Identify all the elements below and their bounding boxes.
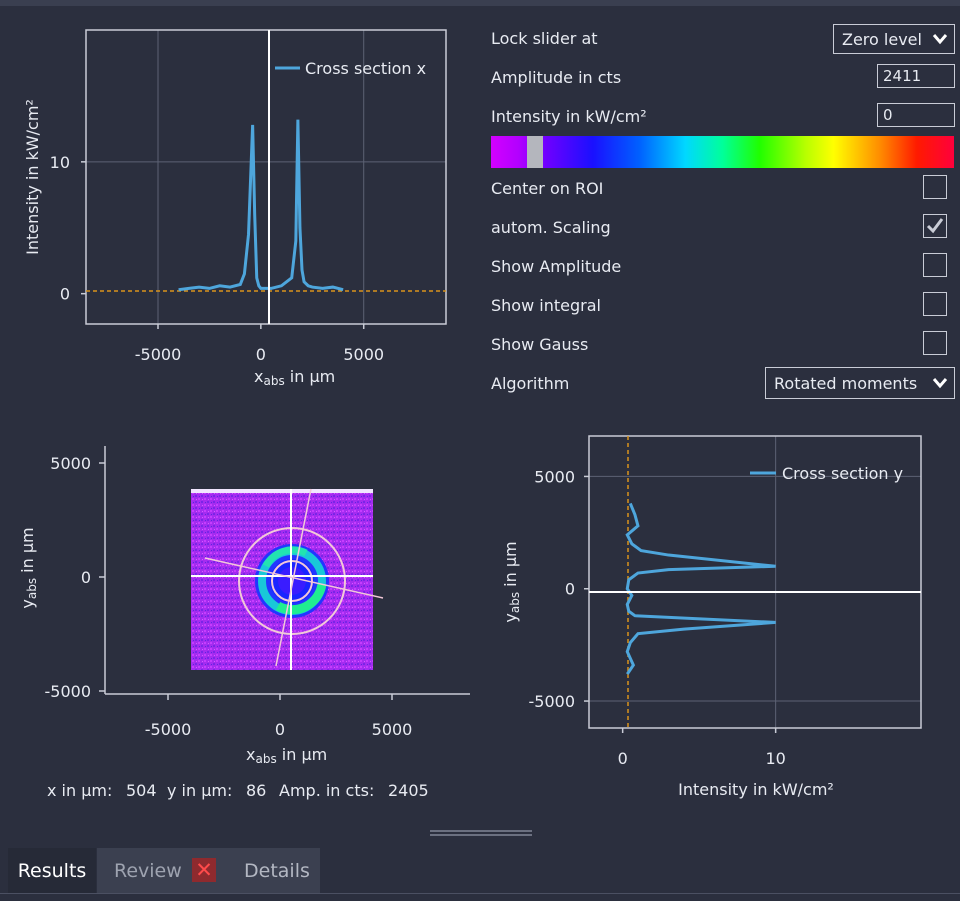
beam-ellipse-marker xyxy=(271,560,313,602)
amp-readout-value: 2405 xyxy=(388,781,429,800)
checkmark-icon xyxy=(926,218,944,234)
cross-section-y-frame xyxy=(588,435,922,729)
y-tick-label: 0 xyxy=(60,285,70,304)
show-gauss-label: Show Gauss xyxy=(491,335,589,354)
tab-review[interactable]: Review xyxy=(114,860,182,882)
autom-scaling-label: autom. Scaling xyxy=(491,218,611,237)
beam-image-axes xyxy=(104,446,470,695)
cross-section-y-ticks: 0 10 5000 0 -5000 xyxy=(529,467,786,768)
amplitude-input[interactable] xyxy=(877,64,955,88)
center-on-roi-checkbox[interactable] xyxy=(923,175,947,199)
beam-image-ticks: -5000 0 5000 5000 0 -5000 xyxy=(45,454,413,739)
cross-section-x-frame xyxy=(85,29,447,325)
x-readout-value: 504 xyxy=(126,781,157,800)
x-tick-label: 10 xyxy=(765,749,785,768)
x-tick-label: 5000 xyxy=(343,345,384,364)
beam-image-xlabel: xabs in µm xyxy=(246,745,327,766)
autom-scaling-checkbox[interactable] xyxy=(923,214,947,238)
x-tick-label: 0 xyxy=(618,749,628,768)
cross-section-x-series-line xyxy=(178,119,344,292)
colorbar-slider-handle[interactable] xyxy=(527,136,543,168)
cross-section-y-series-line xyxy=(625,502,776,675)
show-amplitude-checkbox[interactable] xyxy=(923,253,947,277)
cross-section-x-ticks: -5000 0 5000 10 0 xyxy=(50,153,384,364)
legend-label-cross-section-x: Cross section x xyxy=(305,59,426,78)
legend-label-cross-section-y: Cross section y xyxy=(782,464,903,483)
lock-slider-label: Lock slider at xyxy=(491,29,598,48)
cross-section-y-ylabel: yabs in µm xyxy=(501,541,522,622)
y-tick-label: -5000 xyxy=(45,682,92,701)
cross-section-x-ylabel: Intensity in kW/cm² xyxy=(23,99,42,255)
y-tick-label: 5000 xyxy=(534,467,575,486)
y-tick-label: -5000 xyxy=(529,692,576,711)
cross-section-x-grid xyxy=(86,30,446,324)
window-frame xyxy=(0,0,960,6)
algorithm-value: Rotated moments xyxy=(774,373,918,393)
tab-bar-border xyxy=(0,893,960,894)
beam-image[interactable] xyxy=(191,489,373,670)
lock-slider-dropdown[interactable]: Zero level xyxy=(833,24,955,54)
tab-details[interactable]: Details xyxy=(244,860,310,882)
x-tick-label: 5000 xyxy=(372,720,413,739)
show-gauss-checkbox[interactable] xyxy=(923,331,947,355)
beam-major-axis xyxy=(204,557,384,599)
algorithm-label: Algorithm xyxy=(491,374,570,393)
y-readout-value: 86 xyxy=(246,781,267,800)
y-tick-label: 10 xyxy=(50,153,70,172)
beam-roi-circle[interactable] xyxy=(238,527,346,635)
cross-section-x-xlabel: xabs in µm xyxy=(254,367,335,388)
beam-minor-axis xyxy=(275,488,312,667)
show-amplitude-label: Show Amplitude xyxy=(491,257,622,276)
intensity-colorbar[interactable] xyxy=(491,136,954,168)
lock-slider-value: Zero level xyxy=(842,29,922,49)
x-tick-label: 0 xyxy=(256,345,266,364)
y-tick-label: 0 xyxy=(81,568,91,587)
intensity-input[interactable] xyxy=(877,103,955,127)
x-tick-label: 0 xyxy=(275,720,285,739)
show-integral-label: Show integral xyxy=(491,296,601,315)
x-tick-label: -5000 xyxy=(145,720,192,739)
cross-section-y-xlabel: Intensity in kW/cm² xyxy=(678,780,834,799)
cross-section-y-grid xyxy=(589,436,921,728)
algorithm-dropdown[interactable]: Rotated moments xyxy=(765,367,955,399)
show-integral-checkbox[interactable] xyxy=(923,292,947,316)
amp-readout-label: Amp. in cts: xyxy=(279,781,375,800)
x-readout-label: x in µm: xyxy=(47,781,113,800)
beam-image-ylabel: yabs in µm xyxy=(18,527,39,608)
chevron-down-icon xyxy=(932,378,948,389)
splitter-handle[interactable] xyxy=(430,830,532,832)
amplitude-label: Amplitude in cts xyxy=(491,68,622,87)
tab-results-label: Results xyxy=(17,860,87,882)
y-tick-label: 5000 xyxy=(50,454,91,473)
chevron-down-icon xyxy=(932,34,948,45)
center-on-roi-label: Center on ROI xyxy=(491,179,604,198)
intensity-label: Intensity in kW/cm² xyxy=(491,107,647,126)
y-tick-label: 0 xyxy=(565,580,575,599)
x-tick-label: -5000 xyxy=(135,345,182,364)
tab-results[interactable]: Results xyxy=(8,848,96,894)
splitter-handle-line xyxy=(430,834,532,836)
y-readout-label: y in µm: xyxy=(167,781,233,800)
close-review-icon[interactable]: ✕ xyxy=(192,858,216,882)
